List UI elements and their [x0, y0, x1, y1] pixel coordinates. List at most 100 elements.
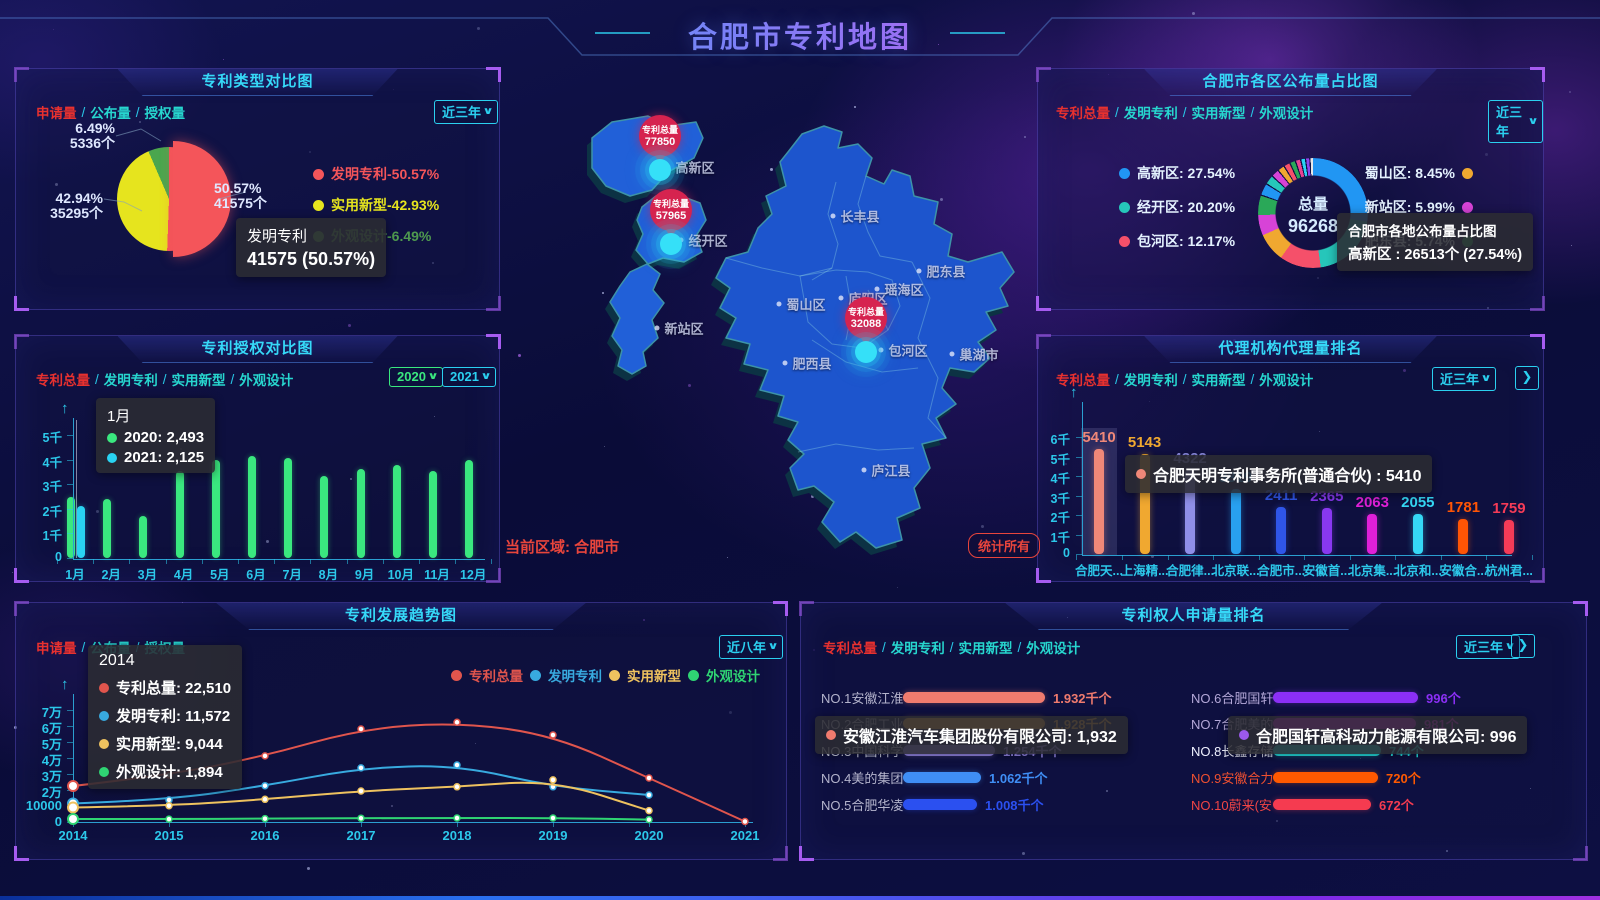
tab-type_pie-0[interactable]: 申请量 — [36, 106, 77, 121]
pie-legend-item-1[interactable]: 实用新型-42.93% — [313, 195, 439, 215]
holder-row-4[interactable]: NO.4美的集团... 1.062千个 — [821, 769, 1181, 786]
grant-bar-2020[interactable] — [465, 460, 474, 558]
grant-bar-2020[interactable] — [320, 476, 329, 558]
donut-legend-left-2[interactable]: 包河区: 12.17% — [1119, 231, 1235, 251]
holder-row-1[interactable]: NO.1安徽江淮... 1.932千个 — [821, 689, 1181, 706]
map-district-label-肥东县[interactable]: 肥东县 — [916, 262, 966, 281]
map-district-label-包河区[interactable]: 包河区 — [878, 341, 928, 360]
grant-bar-2020[interactable] — [175, 470, 184, 558]
holder-row-10[interactable]: NO.10蔚来(安... 672个 — [1191, 796, 1571, 813]
map-marker-高新区[interactable]: 专利总量 77850 — [639, 115, 681, 181]
grant-bar-2020[interactable] — [284, 457, 293, 558]
holder-row-6[interactable]: NO.6合肥国轩... 996个 — [1191, 689, 1571, 706]
map-district-label-瑶海区[interactable]: 瑶海区 — [874, 280, 924, 299]
legend-label: 经开区: 20.20% — [1137, 199, 1236, 215]
range-select[interactable]: 近三年 ∨ — [434, 100, 499, 124]
chevron-down-icon: ∨ — [480, 371, 492, 382]
tab-agency-1[interactable]: 发明专利 — [1123, 373, 1178, 388]
grant-bar-2021[interactable] — [77, 505, 85, 558]
grant-bar-2020[interactable] — [248, 455, 256, 558]
map-marker-经开区[interactable]: 专利总量 57965 — [650, 189, 692, 255]
tab-type_pie-1[interactable]: 公布量 — [90, 106, 131, 121]
tab-bar: 申请量 / 公布量 / 授权量 — [31, 102, 190, 122]
tab-grant-0[interactable]: 专利总量 — [36, 373, 90, 388]
tab-holder-3[interactable]: 外观设计 — [1026, 641, 1081, 656]
tab-holder-1[interactable]: 发明专利 — [890, 641, 945, 656]
next-page-button[interactable]: ❯ — [1511, 634, 1535, 658]
next-page-button[interactable]: ❯ — [1515, 366, 1539, 390]
tab-district_share-1[interactable]: 发明专利 — [1123, 106, 1178, 121]
map-district-label-新站区[interactable]: 新站区 — [654, 319, 704, 338]
district-name: 包河区 — [888, 343, 928, 359]
holder-value: 720个 — [1386, 770, 1421, 786]
legend-dot — [1119, 201, 1130, 213]
agency-bar-5[interactable] — [1321, 507, 1332, 554]
agency-bar-3[interactable] — [1230, 489, 1241, 554]
agency-bar-0[interactable] — [1094, 448, 1104, 554]
map-district-label-肥西县[interactable]: 肥西县 — [782, 354, 832, 373]
stat-all-button[interactable]: 统计所有 — [968, 533, 1041, 558]
tab-district_share-2[interactable]: 实用新型 — [1191, 106, 1246, 121]
trend-legend-item-3[interactable]: 外观设计 — [688, 665, 760, 685]
trend-legend-item-0[interactable]: 专利总量 — [451, 665, 523, 685]
range-select[interactable]: 近八年 ∨ — [719, 635, 784, 659]
grant-bar-2020[interactable] — [211, 459, 220, 558]
tab-type_pie-2[interactable]: 授权量 — [144, 106, 186, 121]
grant-bar-2020[interactable] — [356, 469, 365, 558]
grant-bar-2020[interactable] — [429, 471, 437, 558]
range-select[interactable]: 近三年 ∨ — [1488, 100, 1543, 143]
map-district-label-蜀山区[interactable]: 蜀山区 — [776, 295, 826, 314]
range-select[interactable]: 近三年 ∨ — [1432, 367, 1497, 391]
agency-bar-9[interactable] — [1503, 519, 1514, 554]
marker-value: 57965 — [655, 210, 687, 222]
tab-holder-2[interactable]: 实用新型 — [958, 641, 1013, 656]
district-dot-icon — [861, 467, 867, 473]
agency-bar-8[interactable] — [1458, 519, 1469, 554]
grant-bar-2020[interactable] — [67, 496, 75, 558]
year-select-2020[interactable]: 2020 ∨ — [389, 367, 444, 387]
map-district-label-长丰县[interactable]: 长丰县 — [830, 207, 880, 226]
holder-row-5[interactable]: NO.5合肥华凌... 1.008千个 — [821, 796, 1181, 813]
grant-bar-2020[interactable] — [392, 464, 401, 558]
tab-holder-0[interactable]: 专利总量 — [823, 641, 877, 656]
tab-agency-3[interactable]: 外观设计 — [1259, 373, 1314, 388]
legend-dot — [609, 669, 620, 681]
tab-district_share-0[interactable]: 专利总量 — [1056, 106, 1110, 121]
donut-legend-right-1[interactable]: 新站区: 5.99% — [1333, 197, 1473, 217]
grant-bar-2020[interactable] — [103, 498, 112, 558]
map-district-label-巢湖市[interactable]: 巢湖市 — [949, 345, 999, 364]
tab-district_share-3[interactable]: 外观设计 — [1259, 106, 1314, 121]
map-district-label-高新区[interactable]: 高新区 — [665, 158, 715, 177]
donut-legend-left-0[interactable]: 高新区: 27.54% — [1119, 163, 1235, 183]
range-select[interactable]: 近三年 ∨ — [1456, 635, 1521, 659]
agency-bar-4[interactable] — [1276, 506, 1287, 554]
marker-title: 专利总量 — [641, 125, 678, 135]
holder-tooltip-right: 合肥国轩高科动力能源有限公司: 996 — [1228, 716, 1528, 754]
trend-legend-item-1[interactable]: 发明专利 — [530, 665, 602, 685]
legend-label: 新站区: 5.99% — [1364, 199, 1455, 215]
tab-grant-1[interactable]: 发明专利 — [103, 373, 158, 388]
map-district-label-庐江县[interactable]: 庐江县 — [861, 461, 911, 480]
tooltip-row: 发明专利: 11,572 — [99, 705, 231, 726]
panel-patent-type: 专利类型对比图 申请量 / 公布量 / 授权量 近三年 ∨ 6.49% 5336个 42.… — [14, 67, 501, 311]
agency-bar-7[interactable] — [1412, 513, 1423, 554]
holder-row-9[interactable]: NO.9安徽合力... 720个 — [1191, 769, 1571, 786]
grant-bar-2020[interactable] — [139, 516, 148, 558]
tab-grant-2[interactable]: 实用新型 — [171, 373, 226, 388]
trend-legend-item-2[interactable]: 实用新型 — [609, 665, 681, 685]
tab-agency-2[interactable]: 实用新型 — [1191, 373, 1246, 388]
donut-legend-right-0[interactable]: 蜀山区: 8.45% — [1333, 163, 1473, 183]
donut-legend-left-1[interactable]: 经开区: 20.20% — [1119, 197, 1235, 217]
tab-trend-0[interactable]: 申请量 — [36, 641, 77, 656]
district-dot-icon — [838, 295, 844, 301]
pie-legend-item-0[interactable]: 发明专利-50.57% — [313, 164, 439, 184]
map-marker-包河区[interactable]: 专利总量 32088 — [845, 297, 887, 363]
map-district-label-经开区[interactable]: 经开区 — [678, 231, 728, 250]
tab-agency-0[interactable]: 专利总量 — [1056, 373, 1110, 388]
agency-bar-2[interactable] — [1185, 469, 1196, 554]
agency-tooltip: 合肥天明专利事务所(普通合伙) : 5410 — [1125, 455, 1433, 493]
agency-bar-6[interactable] — [1367, 513, 1378, 554]
agency-bar-1[interactable] — [1139, 453, 1150, 554]
year-select-2021[interactable]: 2021 ∨ — [442, 367, 497, 387]
tab-grant-3[interactable]: 外观设计 — [239, 373, 294, 388]
